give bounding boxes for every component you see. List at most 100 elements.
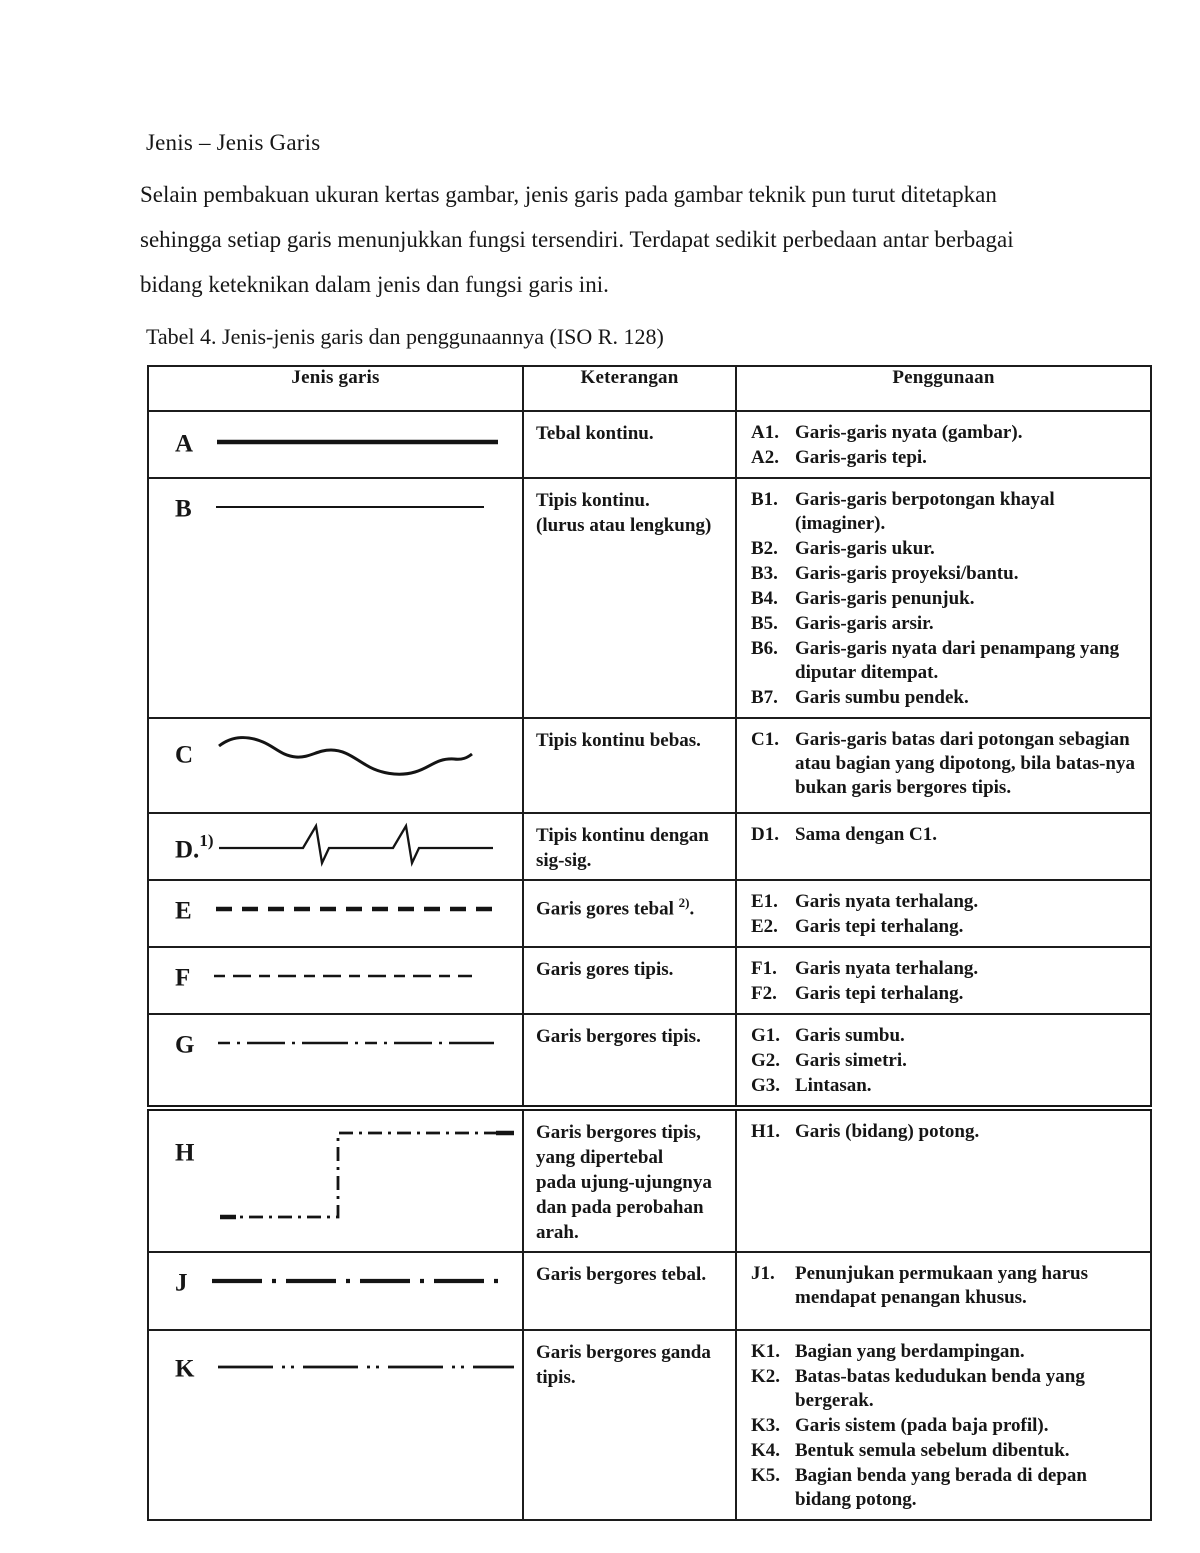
use-item: G2. Garis simetri.: [751, 1049, 1142, 1073]
zigzag-line: [217, 822, 497, 868]
use-code: K4.: [751, 1440, 781, 1461]
use-code: C1.: [751, 729, 779, 750]
table-caption: Tabel 4. Jenis-jenis garis dan penggunaa…: [146, 324, 664, 349]
table-header-row: Jenis garis Keterangan Penggunaan: [147, 365, 1152, 412]
keterangan-cell: Tipis kontinu. (lurus atau lengkung): [522, 477, 737, 719]
use-item: K3. Garis sistem (pada baja profil).: [751, 1414, 1142, 1438]
use-text: Garis-garis batas dari potongan sebagian…: [795, 729, 1135, 798]
use-text: Garis tepi terhalang.: [795, 983, 964, 1004]
use-text: Garis tepi terhalang.: [795, 916, 964, 937]
use-text: Bagian yang berdampingan.: [795, 1341, 1025, 1362]
penggunaan-cell: J1. Penunjukan permukaan yang harus menda…: [735, 1251, 1152, 1331]
use-text: Garis-garis arsir.: [795, 613, 934, 634]
penggunaan-cell: E1. Garis nyata terhalang. E2. Garis tepi t…: [735, 879, 1152, 948]
column-header-keterangan: Keterangan: [522, 365, 737, 412]
keterangan-cell: Garis bergores tipis.: [522, 1013, 737, 1109]
use-code: K3.: [751, 1415, 781, 1436]
use-text: Garis nyata terhalang.: [795, 891, 979, 912]
use-item: F1. Garis nyata terhalang.: [751, 957, 1142, 981]
use-text: Garis-garis proyeksi/bantu.: [795, 563, 1019, 584]
row-label: D.1): [175, 831, 214, 864]
paragraph-line: sehingga setiap garis menunjukkan fungsi…: [140, 227, 1014, 252]
table-row: A Tebal kontinu. A1. Garis-garis nyata (g…: [147, 410, 1152, 479]
penggunaan-cell: A1. Garis-garis nyata (gambar). A2. Garis-g…: [735, 410, 1152, 479]
table-row: J Garis bergores tebal. J1. Penunjukan pe…: [147, 1251, 1152, 1331]
use-text: Garis sumbu.: [795, 1025, 905, 1046]
use-code: B1.: [751, 489, 778, 510]
use-text: Garis-garis nyata (gambar).: [795, 422, 1023, 443]
paragraph-line: bidang keteknikan dalam jenis dan fungsi…: [140, 272, 609, 297]
use-code: K1.: [751, 1341, 781, 1362]
use-text: Bagian benda yang berada di depan bidang…: [795, 1465, 1087, 1510]
column-header-jenis-garis: Jenis garis: [147, 365, 524, 412]
use-code: F1.: [751, 958, 777, 979]
line-sample-cell: B: [147, 477, 524, 719]
use-code: J1.: [751, 1263, 775, 1284]
use-item: H1. Garis (bidang) potong.: [751, 1120, 1142, 1144]
use-item: B2. Garis-garis ukur.: [751, 537, 1142, 561]
keterangan-line: Tipis kontinu.: [536, 490, 650, 511]
thin-dash-dot-line: [216, 1035, 496, 1051]
row-label: A: [175, 430, 194, 458]
freehand-line: [215, 731, 477, 789]
penggunaan-cell: F1. Garis nyata terhalang. F2. Garis tepi t…: [735, 946, 1152, 1015]
use-text: Garis sistem (pada baja profil).: [795, 1415, 1049, 1436]
use-item: F2. Garis tepi terhalang.: [751, 982, 1142, 1006]
penggunaan-cell: K1. Bagian yang berdampingan. K2. Batas-bat…: [735, 1329, 1152, 1521]
keterangan-line: pada ujung-ujungnya: [536, 1172, 712, 1193]
use-code: E2.: [751, 916, 778, 937]
keterangan-line: Garis bergores ganda: [536, 1342, 711, 1363]
use-code: H1.: [751, 1121, 781, 1142]
keterangan-cell: Garis bergores ganda tipis.: [522, 1329, 737, 1521]
row-label: G: [175, 1031, 195, 1059]
use-item: J1. Penunjukan permukaan yang harus menda…: [751, 1262, 1142, 1310]
footnote-marker: 2): [678, 895, 690, 910]
table-row: E Garis gores tebal 2). E1. Garis nyata t…: [147, 879, 1152, 948]
use-code: B7.: [751, 687, 778, 708]
thick-solid-line: [215, 434, 500, 450]
keterangan-line: Garis gores tipis.: [536, 959, 674, 980]
use-text: Garis sumbu pendek.: [795, 687, 969, 708]
use-code: B6.: [751, 638, 778, 659]
keterangan-cell: Garis bergores tebal.: [522, 1251, 737, 1331]
line-sample-cell: C: [147, 717, 524, 814]
penggunaan-cell: D1. Sama dengan C1.: [735, 812, 1152, 881]
line-sample-cell: A: [147, 410, 524, 479]
line-sample-cell: D.1): [147, 812, 524, 881]
paragraph-line: Selain pembakuan ukuran kertas gambar, j…: [140, 182, 997, 207]
use-code: K5.: [751, 1465, 781, 1486]
thin-dash-dot-dot-line: [216, 1359, 516, 1375]
line-sample-cell: F: [147, 946, 524, 1015]
keterangan-cell: Garis gores tebal 2).: [522, 879, 737, 948]
use-item: K4. Bentuk semula sebelum dibentuk.: [751, 1439, 1142, 1463]
keterangan-line: Tipis kontinu dengan: [536, 825, 709, 846]
use-text: Penunjukan permukaan yang harus mendapat…: [795, 1263, 1089, 1308]
use-text: Lintasan.: [795, 1075, 872, 1096]
table-row: K Garis bergores ganda tipis. K1. Bagian y…: [147, 1329, 1152, 1521]
use-code: B3.: [751, 563, 778, 584]
use-item: B1. Garis-garis berpotongan khayal (imagi…: [751, 488, 1142, 536]
use-code: B4.: [751, 588, 778, 609]
thin-dashed-line: [212, 968, 474, 984]
keterangan-cell: Tebal kontinu.: [522, 410, 737, 479]
row-label: F: [175, 964, 191, 992]
keterangan-line: Garis gores tebal 2).: [536, 895, 695, 920]
penggunaan-cell: G1. Garis sumbu. G2. Garis simetri. G3. Linta…: [735, 1013, 1152, 1109]
row-label: C: [175, 741, 194, 769]
keterangan-line: Tebal kontinu.: [536, 423, 654, 444]
use-text: Garis-garis nyata dari penampang yang di…: [795, 638, 1120, 683]
thick-dash-dot-line: [210, 1273, 502, 1289]
use-item: E2. Garis tepi terhalang.: [751, 915, 1142, 939]
use-text: Garis-garis berpotongan khayal (imaginer…: [795, 489, 1055, 534]
use-text: Garis (bidang) potong.: [795, 1121, 980, 1142]
use-text: Bentuk semula sebelum dibentuk.: [795, 1440, 1070, 1461]
table-row: G Garis bergores tipis. G1. Garis sumbu. G…: [147, 1013, 1152, 1109]
use-code: A1.: [751, 422, 779, 443]
row-label: B: [175, 495, 192, 523]
row-label: K: [175, 1355, 195, 1383]
use-text: Garis-garis ukur.: [795, 538, 935, 559]
use-item: C1. Garis-garis batas dari potongan sebag…: [751, 728, 1142, 800]
keterangan-line: sig-sig.: [536, 850, 592, 871]
use-code: G2.: [751, 1050, 781, 1071]
use-text: Sama dengan C1.: [795, 824, 937, 845]
